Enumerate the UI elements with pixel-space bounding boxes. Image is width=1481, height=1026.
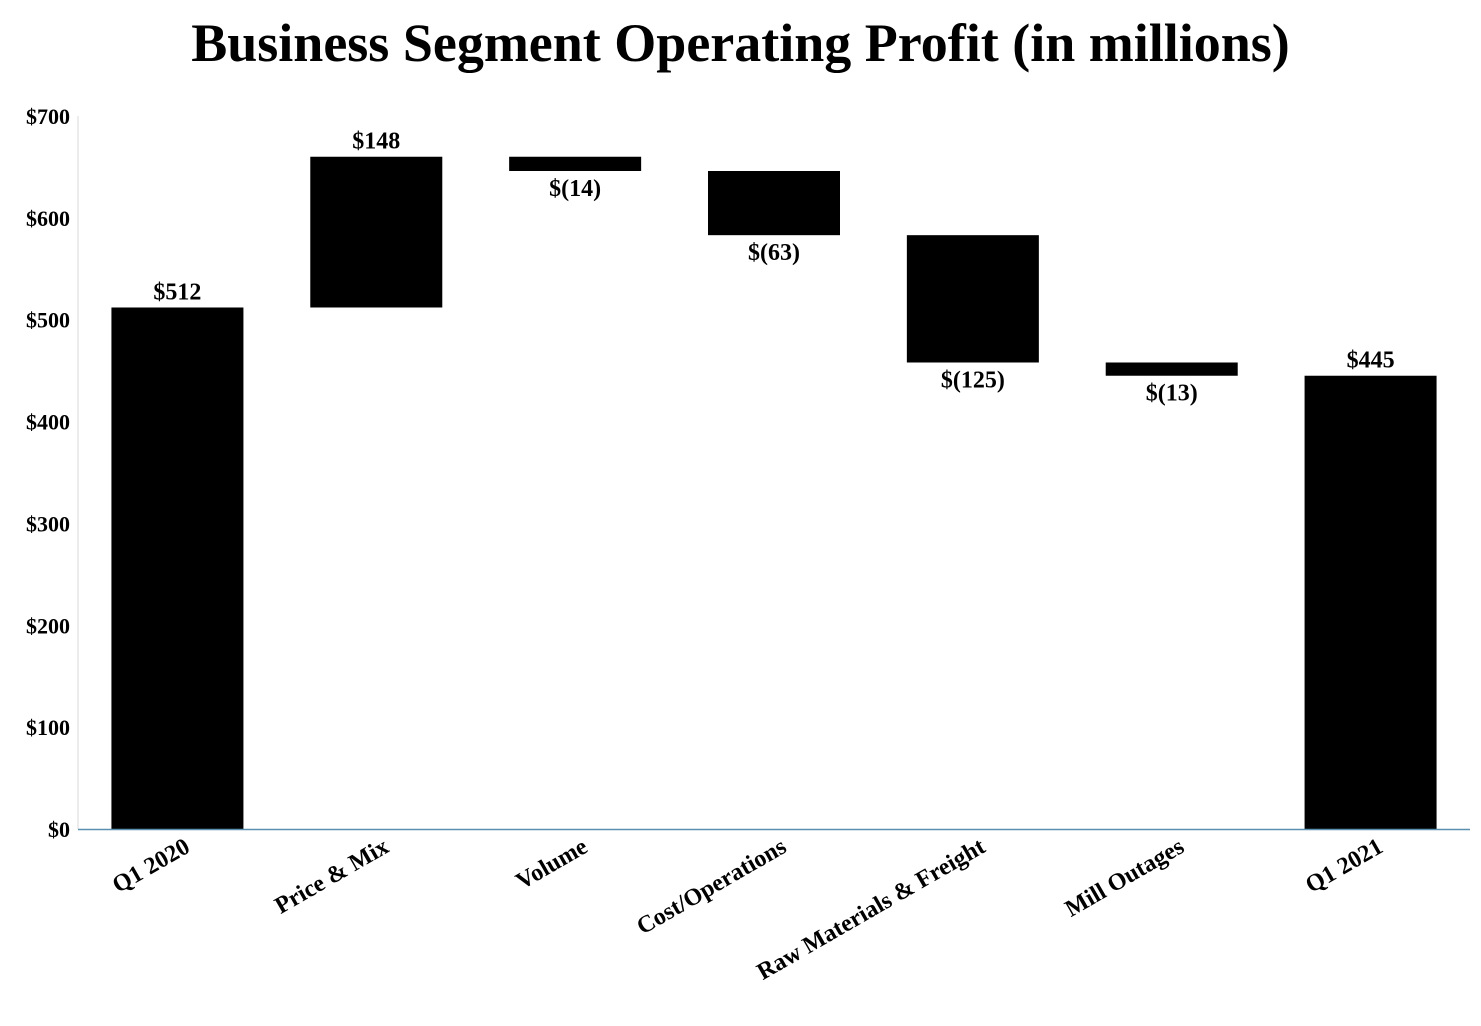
y-tick-label: $200: [26, 613, 70, 638]
x-tick-label: Q1 2021: [1301, 834, 1387, 899]
x-tick-label: Cost/Operations: [633, 834, 791, 941]
waterfall-bar: [906, 235, 1039, 363]
waterfall-bar: [708, 171, 840, 236]
data-label: $(13): [1146, 381, 1198, 407]
x-tick-label: Mill Outages: [1061, 834, 1189, 923]
x-tick-label: Q1 2020: [108, 834, 194, 899]
y-tick-label: $100: [26, 715, 70, 740]
y-tick-label: $400: [26, 410, 70, 435]
y-tick-label: $500: [26, 308, 70, 333]
x-axis: Q1 2020 Price & Mix Volume Cost/OperationsR…: [78, 828, 1470, 986]
data-label: $445: [1347, 348, 1395, 374]
waterfall-bar: [1304, 375, 1437, 829]
x-tick-label: Volume: [512, 834, 593, 896]
waterfall-bar: [310, 156, 443, 308]
data-labels: $512 $148 $(14) $(63) $(125) $(13) $445: [153, 129, 1394, 407]
data-label: $(63): [748, 240, 800, 266]
waterfall-bar: [111, 307, 244, 829]
data-label: $(14): [549, 176, 601, 202]
y-tick-label: $600: [26, 206, 70, 231]
data-label: $512: [153, 279, 201, 305]
y-tick-label: $300: [26, 511, 70, 536]
x-tick-label: Price & Mix: [271, 834, 394, 920]
y-tick-label: $0: [48, 817, 70, 842]
waterfall-bar: [509, 156, 642, 172]
y-axis: $0 $100 $200 $300 $400 $500 $600 $700: [26, 104, 79, 842]
waterfall-bar: [1105, 362, 1238, 376]
data-label: $(125): [941, 367, 1005, 393]
y-tick-label: $700: [26, 104, 70, 129]
data-label: $148: [352, 129, 400, 155]
bars: [111, 156, 1437, 829]
chart-title: Business Segment Operating Profit (in mi…: [191, 13, 1290, 73]
